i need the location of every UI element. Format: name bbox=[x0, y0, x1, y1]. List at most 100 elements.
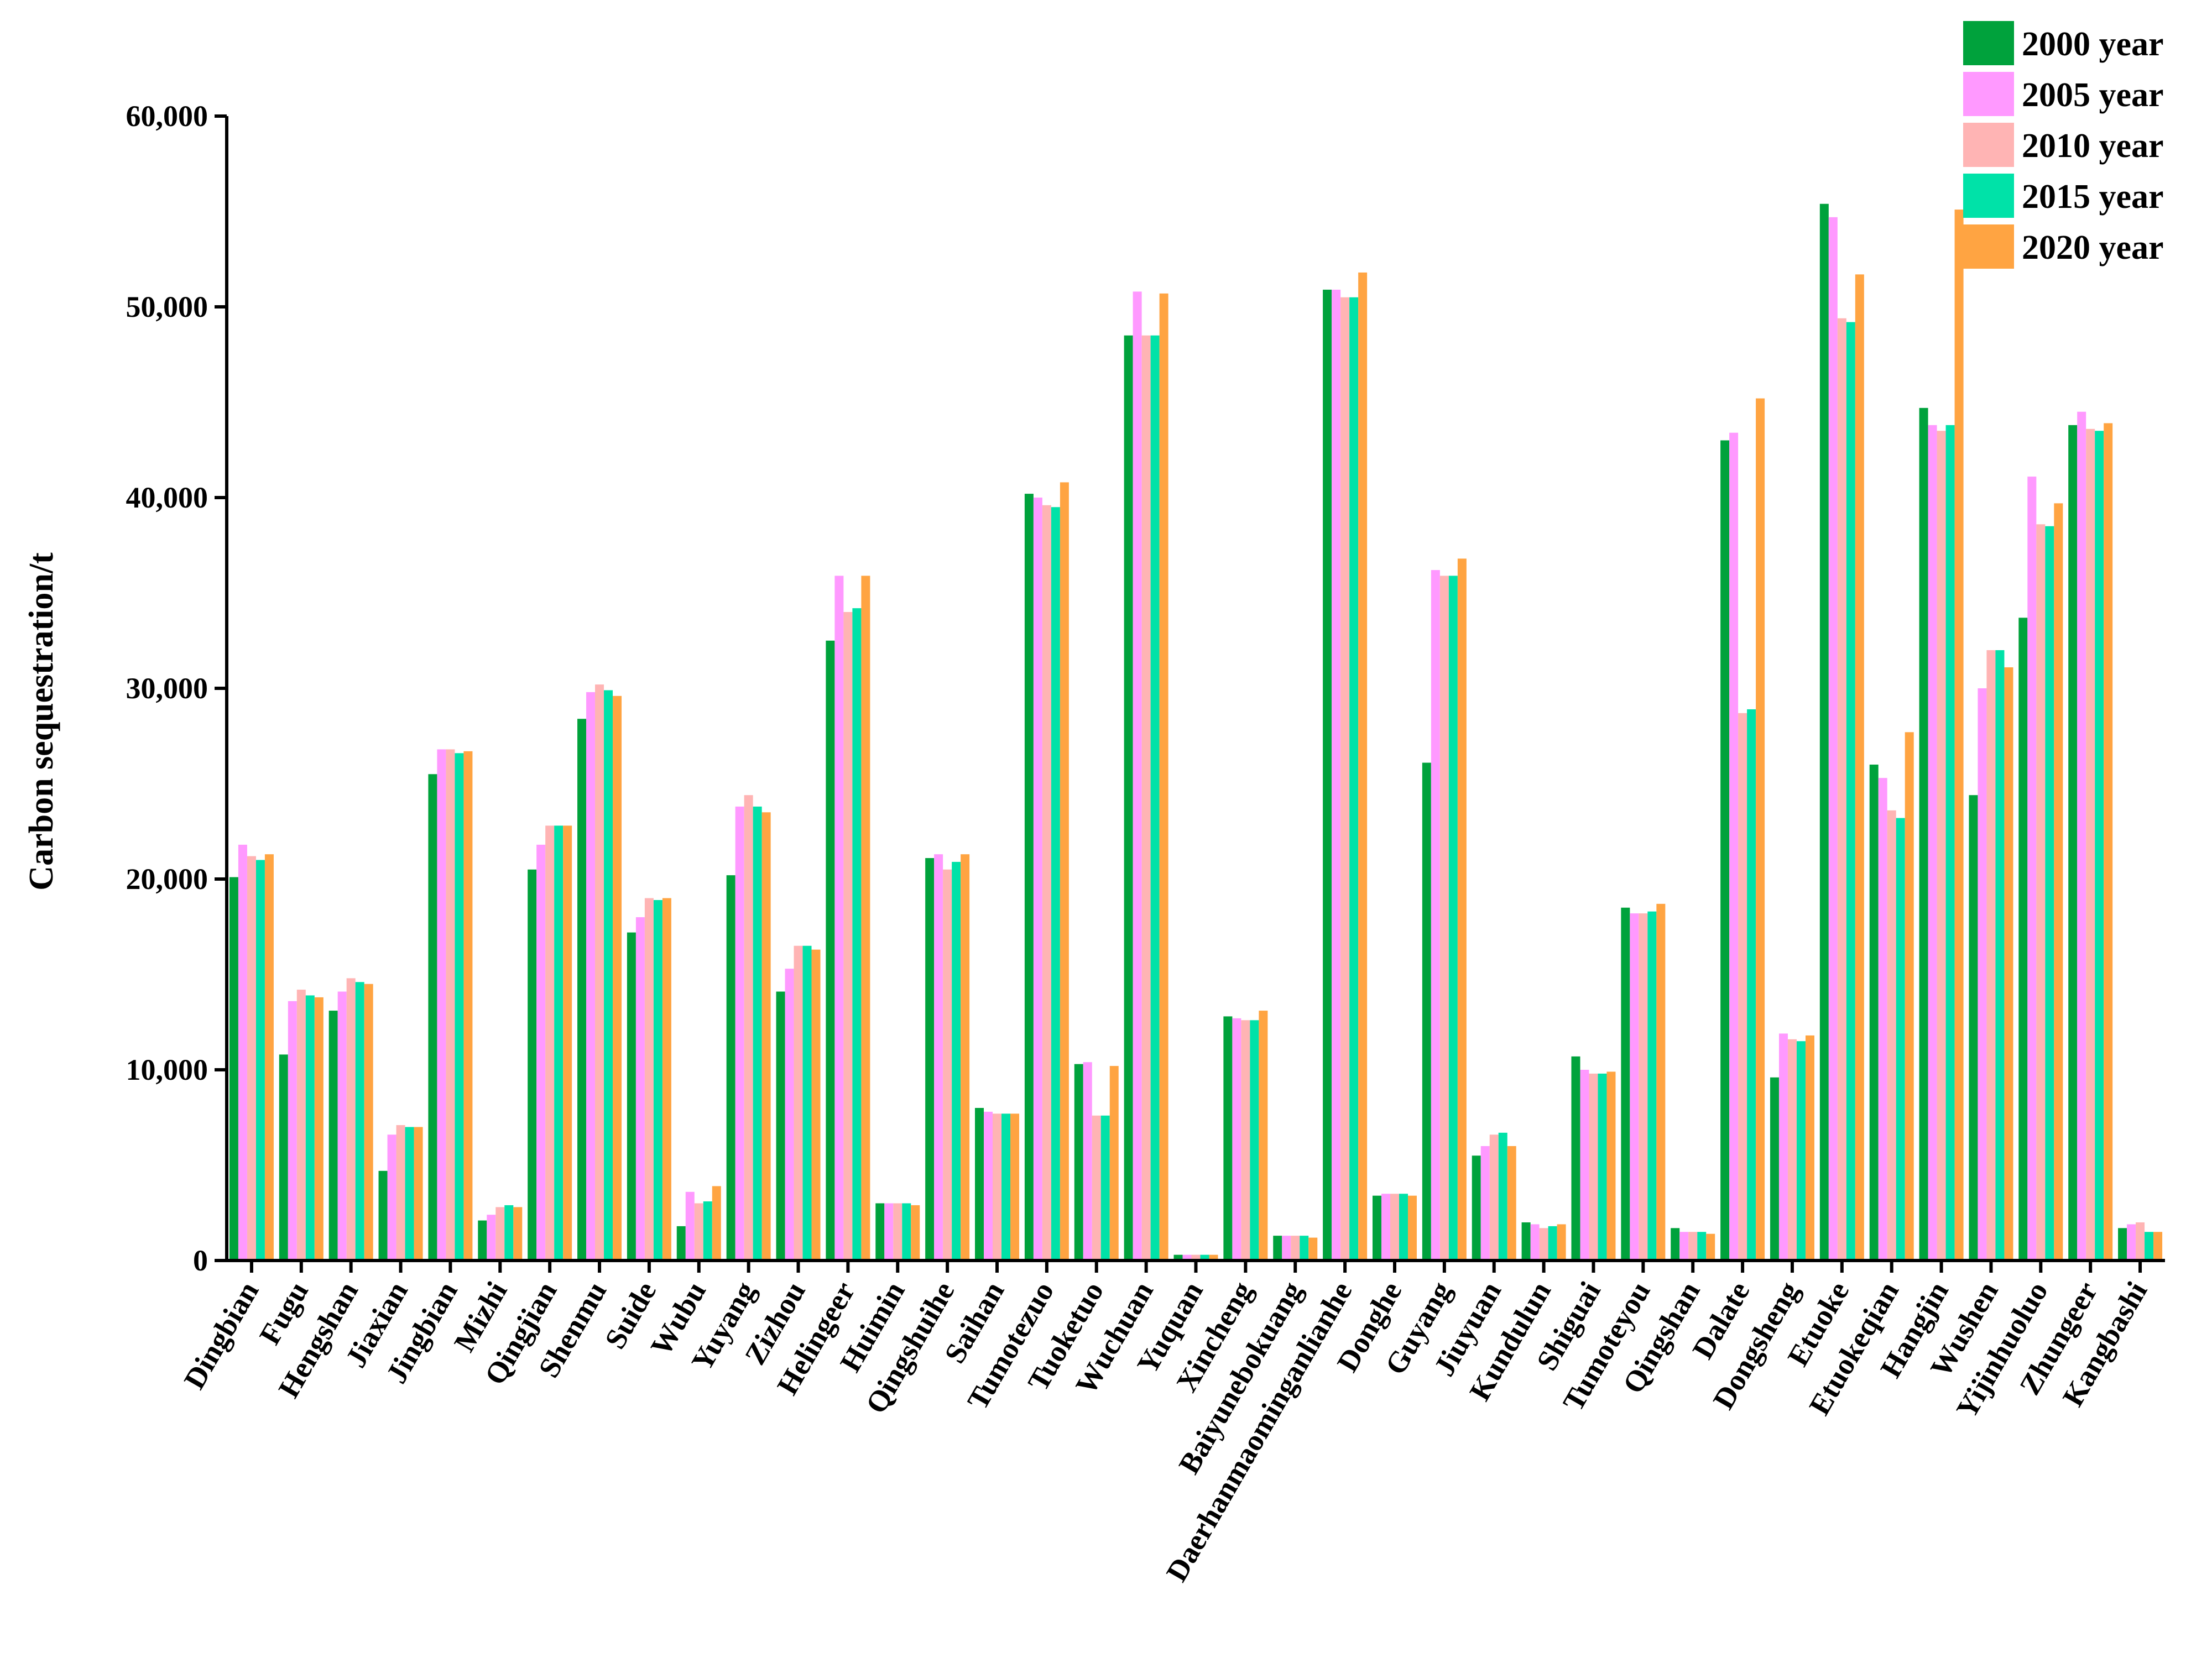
bar-yuquan-2010-year bbox=[1191, 1254, 1201, 1261]
bar-shenmu-2000-year bbox=[577, 719, 587, 1261]
bar-yijinhuoluo-2005-year bbox=[2027, 477, 2037, 1261]
bar-zizhou-2015-year bbox=[802, 945, 812, 1261]
bar-fugu-2000-year bbox=[279, 1054, 288, 1261]
bar-tumoteyou-2000-year bbox=[1621, 907, 1630, 1261]
bar-etuoke-2015-year bbox=[1846, 322, 1855, 1261]
bar-shenmu-2005-year bbox=[586, 692, 596, 1261]
bars-group bbox=[229, 203, 2163, 1261]
bar-guyang-2015-year bbox=[1448, 576, 1458, 1261]
bar-kundulun-2000-year bbox=[1521, 1222, 1531, 1261]
bar-mizhi-2020-year bbox=[513, 1207, 523, 1261]
bar-yuyang-2015-year bbox=[753, 806, 762, 1261]
bar-jiuyuan-2000-year bbox=[1472, 1155, 1481, 1261]
bar-jiuyuan-2005-year bbox=[1480, 1146, 1490, 1261]
bar-wuchuan-2000-year bbox=[1124, 335, 1133, 1261]
bar-helingeer-2000-year bbox=[826, 640, 835, 1261]
legend-swatch bbox=[1963, 174, 2014, 218]
bar-zizhou-2020-year bbox=[811, 949, 821, 1261]
bar-dingbian-2015-year bbox=[255, 860, 265, 1261]
y-tick-label: 30,000 bbox=[126, 672, 208, 705]
bar-qingshuihe-2005-year bbox=[934, 854, 943, 1261]
bar-helingeer-2015-year bbox=[852, 608, 862, 1261]
bar-wushen-2020-year bbox=[2004, 667, 2013, 1261]
bar-tuoketuo-2005-year bbox=[1083, 1062, 1092, 1261]
bar-donghe-2020-year bbox=[1407, 1195, 1417, 1261]
bar-etuokeqian-2020-year bbox=[1905, 732, 1914, 1261]
legend-label: 2000 year bbox=[2022, 25, 2164, 63]
bar-qingshan-2010-year bbox=[1688, 1232, 1698, 1261]
bar-wubu-2020-year bbox=[712, 1186, 721, 1261]
y-tick-label: 40,000 bbox=[126, 481, 208, 514]
bar-jingbian-2010-year bbox=[446, 749, 455, 1261]
bar-yuquan-2005-year bbox=[1182, 1254, 1192, 1261]
bar-wushen-2010-year bbox=[1986, 650, 1996, 1261]
bar-yuyang-2000-year bbox=[726, 875, 735, 1261]
bar-baiyunebokuang-2005-year bbox=[1282, 1236, 1291, 1261]
y-tick-label: 10,000 bbox=[126, 1053, 208, 1086]
bar-dalate-2020-year bbox=[1756, 398, 1765, 1261]
bar-jiuyuan-2020-year bbox=[1507, 1146, 1516, 1261]
bar-zizhou-2005-year bbox=[785, 969, 794, 1261]
bar-saihan-2010-year bbox=[993, 1113, 1002, 1261]
legend-label: 2010 year bbox=[2022, 127, 2164, 165]
bar-qingjian-2020-year bbox=[563, 825, 572, 1261]
bar-wushen-2005-year bbox=[1978, 688, 1987, 1261]
bar-tumotezuo-2005-year bbox=[1033, 498, 1042, 1261]
legend-swatch bbox=[1963, 224, 2014, 269]
bar-jiaxian-2005-year bbox=[387, 1134, 397, 1261]
bar-qingshuihe-2000-year bbox=[925, 858, 935, 1261]
bar-dongsheng-2000-year bbox=[1770, 1077, 1779, 1261]
bar-jiaxian-2015-year bbox=[405, 1127, 414, 1261]
y-axis: 0 10,000 20,000 30,000 40,000 50,000 60,000 bbox=[126, 100, 228, 1277]
bar-zhungeer-2000-year bbox=[2068, 425, 2078, 1261]
bar-guyang-2020-year bbox=[1457, 558, 1467, 1261]
bar-shenmu-2020-year bbox=[613, 695, 622, 1261]
legend-label: 2005 year bbox=[2022, 76, 2164, 114]
bar-jiaxian-2000-year bbox=[378, 1170, 388, 1261]
bar-hangjin-2015-year bbox=[1945, 425, 1955, 1261]
bar-huimin-2005-year bbox=[884, 1203, 894, 1261]
bar-hengshan-2000-year bbox=[328, 1011, 338, 1261]
bar-qingshuihe-2015-year bbox=[952, 861, 961, 1261]
bar-wubu-2005-year bbox=[685, 1191, 695, 1261]
bar-mizhi-2015-year bbox=[504, 1205, 514, 1261]
bar-saihan-2005-year bbox=[984, 1111, 993, 1261]
bar-daerhanmaominganlianhe-2015-year bbox=[1349, 297, 1359, 1261]
x-ticks: DingbianFuguHengshanJiaxianJingbianMizhi… bbox=[178, 1261, 2153, 1587]
bar-hangjin-2020-year bbox=[1954, 210, 1964, 1261]
bar-yijinhuoluo-2020-year bbox=[2054, 503, 2063, 1261]
bar-wuchuan-2020-year bbox=[1159, 293, 1168, 1261]
legend-label: 2020 year bbox=[2022, 229, 2164, 266]
bar-jingbian-2005-year bbox=[437, 749, 446, 1261]
bar-dongsheng-2015-year bbox=[1796, 1041, 1806, 1261]
bar-tuoketuo-2020-year bbox=[1109, 1066, 1119, 1261]
bar-baiyunebokuang-2015-year bbox=[1300, 1236, 1309, 1261]
bar-yuquan-2020-year bbox=[1209, 1254, 1218, 1261]
bar-huimin-2020-year bbox=[911, 1205, 920, 1261]
y-tick-label: 0 bbox=[193, 1244, 208, 1277]
bar-dalate-2005-year bbox=[1729, 432, 1739, 1261]
bar-yuquan-2015-year bbox=[1200, 1254, 1209, 1261]
y-tick-label: 20,000 bbox=[126, 862, 208, 896]
bar-qingshan-2005-year bbox=[1679, 1232, 1689, 1261]
bar-tuoketuo-2000-year bbox=[1074, 1064, 1083, 1261]
bar-tumotezuo-2000-year bbox=[1024, 494, 1034, 1261]
bar-hengshan-2020-year bbox=[364, 984, 373, 1261]
bar-qingjian-2010-year bbox=[545, 825, 555, 1261]
bar-kundulun-2005-year bbox=[1530, 1224, 1540, 1261]
bar-saihan-2015-year bbox=[1001, 1113, 1011, 1261]
bar-zhungeer-2005-year bbox=[2077, 411, 2086, 1261]
bar-qingshuihe-2010-year bbox=[943, 869, 952, 1261]
bar-qingjian-2005-year bbox=[536, 844, 546, 1261]
bar-suide-2015-year bbox=[653, 900, 662, 1261]
bar-wubu-2015-year bbox=[703, 1201, 712, 1261]
bar-dingbian-2000-year bbox=[229, 877, 238, 1261]
bar-yuquan-2000-year bbox=[1173, 1254, 1183, 1261]
bar-wuchuan-2005-year bbox=[1133, 291, 1142, 1261]
bar-etuoke-2000-year bbox=[1819, 203, 1829, 1261]
bar-yuyang-2010-year bbox=[744, 795, 753, 1261]
bar-yijinhuoluo-2015-year bbox=[2045, 526, 2054, 1261]
bar-jiaxian-2020-year bbox=[414, 1127, 423, 1261]
legend-label: 2015 year bbox=[2022, 178, 2164, 216]
bar-xincheng-2010-year bbox=[1241, 1020, 1250, 1261]
